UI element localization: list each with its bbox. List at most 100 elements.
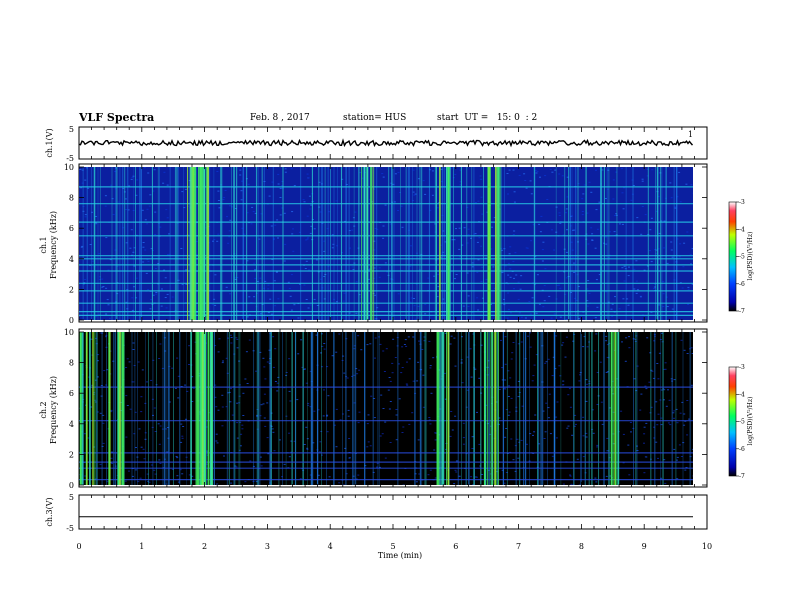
spectrogram-noise-pixel (159, 226, 162, 228)
spectrogram-noise-pixel (176, 357, 179, 359)
spectrogram-noise-pixel (306, 447, 309, 449)
spectrogram-noise-pixel (293, 185, 296, 187)
spectrogram-noise-pixel (128, 470, 130, 472)
spectrogram-noise-pixel (480, 178, 483, 180)
spectrogram-noise-pixel (555, 206, 558, 208)
spectrogram-noise-pixel (221, 394, 224, 396)
spectrogram-noise-pixel (105, 287, 108, 289)
spectrogram-noise-pixel (582, 416, 585, 418)
spectrogram-noise-pixel (649, 352, 652, 354)
spectrogram-noise-pixel (195, 254, 198, 256)
spectrogram-noise-pixel (471, 436, 474, 438)
spectrogram-noise-pixel (307, 237, 309, 239)
spectrogram-noise-pixel (243, 233, 246, 235)
spectrogram-noise-pixel (94, 401, 97, 403)
spectrogram-noise-pixel (376, 466, 378, 468)
spectrogram-noise-pixel (395, 439, 398, 441)
spectrogram-noise-pixel (603, 242, 605, 244)
spectrogram-noise-pixel (373, 249, 376, 251)
spectrogram-noise-pixel (384, 421, 387, 423)
spectrogram-noise-pixel (373, 240, 376, 242)
spectrogram-noise-pixel (524, 317, 527, 319)
spectrogram-noise-pixel (535, 172, 538, 174)
y-tick-label: 8 (69, 359, 74, 368)
spectrogram-noise-pixel (578, 380, 581, 382)
spectrogram-noise-pixel (95, 216, 97, 217)
spectrogram-noise-pixel (382, 237, 385, 239)
spectrogram-noise-pixel (472, 333, 475, 335)
spectrogram-noise-pixel (361, 177, 364, 179)
colorbar-tick-label: -4 (739, 391, 745, 398)
spectrogram-noise-pixel (287, 281, 290, 283)
spectrogram-noise-pixel (137, 361, 140, 363)
spectrogram-noise-pixel (433, 449, 436, 451)
spectrogram-noise-pixel (383, 371, 386, 372)
spectrogram-noise-pixel (478, 237, 481, 239)
spectrogram-noise-pixel (490, 248, 493, 250)
spectrogram-noise-pixel (355, 368, 358, 370)
spectrogram-noise-pixel (140, 396, 143, 398)
spectrogram-noise-pixel (285, 374, 288, 376)
spectrogram-noise-pixel (132, 251, 135, 253)
spectrogram-noise-pixel (166, 293, 169, 295)
spectrogram-noise-pixel (590, 191, 593, 193)
spectrogram-noise-pixel (374, 294, 376, 296)
spectrogram-noise-pixel (606, 450, 609, 452)
spectrogram-noise-pixel (600, 401, 603, 403)
spectrogram-noise-pixel (618, 308, 621, 310)
spectrogram-noise-pixel (576, 458, 579, 460)
spectrogram-noise-pixel (234, 279, 237, 280)
spectrogram-noise-pixel (494, 287, 496, 289)
spectrogram-noise-pixel (221, 406, 224, 408)
spectrogram-noise-pixel (454, 278, 456, 280)
spectrogram-noise-pixel (256, 409, 259, 410)
spectrogram-noise-pixel (233, 187, 236, 189)
spectrogram-noise-pixel (509, 268, 512, 270)
spectrogram-noise-pixel (471, 448, 474, 449)
spectrogram-noise-pixel (165, 307, 168, 309)
spectrogram-noise-pixel (670, 197, 673, 199)
spectrogram-noise-pixel (238, 360, 241, 362)
spectrogram-noise-pixel (333, 298, 336, 300)
spectrogram-noise-pixel (277, 376, 280, 378)
spectrogram-noise-pixel (144, 438, 147, 440)
spectrogram-noise-pixel (269, 482, 271, 484)
spectrogram-noise-pixel (588, 181, 591, 183)
spectrogram-noise-pixel (492, 266, 495, 268)
spectrogram-noise-pixel (452, 167, 455, 169)
spectrogram-noise-pixel (348, 457, 351, 458)
spectrogram-noise-pixel (621, 192, 624, 194)
spectrogram-noise-pixel (401, 367, 404, 368)
ch2-spectrogram-features (79, 332, 693, 485)
spectrogram-noise-pixel (461, 244, 464, 246)
spectrogram-noise-pixel (288, 432, 291, 434)
spectrogram-noise-pixel (215, 406, 218, 408)
spectrogram-noise-pixel (305, 426, 308, 428)
spectrogram-noise-pixel (529, 433, 532, 435)
spectrogram-noise-pixel (562, 234, 565, 236)
spectrogram-noise-pixel (135, 194, 138, 196)
spectrogram-noise-pixel (338, 482, 341, 484)
spectrogram-noise-pixel (335, 446, 338, 448)
spectrogram-noise-pixel (408, 358, 411, 360)
spectrogram-noise-pixel (402, 426, 405, 428)
spectrogram-noise-pixel (458, 248, 461, 250)
spectrogram-noise-pixel (142, 448, 145, 450)
spectrogram-noise-pixel (636, 450, 639, 451)
spectrogram-noise-pixel (504, 336, 507, 338)
y-tick-label: 2 (69, 285, 74, 294)
spectrogram-noise-pixel (151, 398, 154, 400)
spectrogram-noise-pixel (352, 268, 355, 270)
spectrogram-noise-pixel (238, 402, 241, 404)
spectrogram-noise-pixel (596, 228, 599, 230)
spectrogram-noise-pixel (652, 377, 655, 379)
spectrogram-noise-pixel (497, 423, 500, 425)
spectrogram-noise-pixel (410, 245, 412, 247)
spectrogram-noise-pixel (87, 187, 90, 189)
spectrogram-noise-pixel (478, 443, 481, 445)
spectrogram-noise-pixel (653, 426, 655, 428)
spectrogram-noise-pixel (124, 480, 127, 482)
spectrogram-noise-pixel (171, 468, 174, 470)
spectrogram-noise-pixel (185, 456, 188, 458)
spectrogram-noise-pixel (664, 368, 667, 370)
